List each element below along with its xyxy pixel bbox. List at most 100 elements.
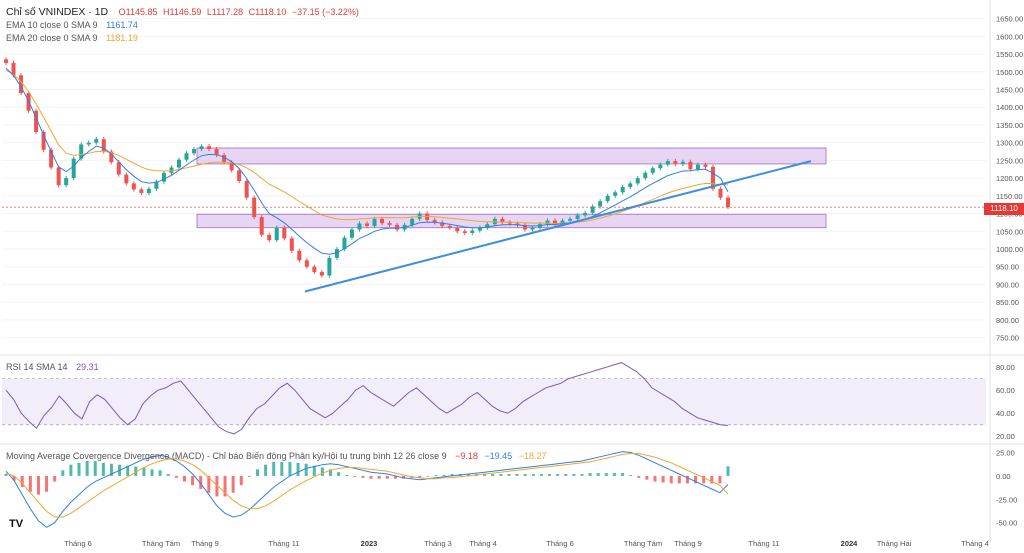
candle-body (470, 230, 475, 234)
price-tick-label: 1650.00 (996, 15, 1023, 24)
ema20-legend[interactable]: EMA 20 close 0 SMA 9 1181.19 (6, 33, 138, 43)
macd-histogram-bar (93, 460, 97, 476)
macd-histogram-bar (612, 473, 616, 476)
candle-body (349, 229, 354, 238)
candle-body (64, 178, 69, 186)
candle-body (319, 272, 324, 276)
candle-body (395, 224, 400, 230)
candle-body (650, 168, 655, 173)
price-tick-label: 1500.00 (996, 68, 1023, 77)
price-tick-label: 1550.00 (996, 50, 1023, 59)
candle-body (94, 139, 99, 143)
x-tick-label: Tháng 6 (64, 539, 92, 548)
candle-body (312, 266, 317, 273)
ema10-line (5, 67, 729, 255)
ema10-value: 1161.74 (106, 20, 138, 30)
rsi-line (5, 362, 729, 435)
candle-body (184, 153, 189, 160)
macd-histogram-bar (661, 475, 665, 483)
candle-body (673, 161, 678, 164)
price-tick-label: 1050.00 (996, 227, 1023, 236)
macd-tick-label: -50.00 (996, 519, 1017, 528)
candle-body (101, 139, 106, 152)
price-tick-label: 1300.00 (996, 139, 1023, 148)
macd-histogram-bar (418, 475, 422, 478)
price-tick-label: 1200.00 (996, 174, 1023, 183)
macd-histogram-bar (264, 464, 268, 476)
candle-body (658, 164, 663, 169)
candle-body (282, 227, 287, 239)
price-tick-label: 1000.00 (996, 245, 1023, 254)
macd-pane (4, 451, 730, 528)
price-tick-label: 1400.00 (996, 103, 1023, 112)
candle-body (86, 142, 91, 145)
candle-body (342, 237, 347, 249)
candle-body (19, 75, 24, 94)
x-tick-label: Tháng 3 (424, 539, 452, 548)
macd-histogram-bar (247, 475, 251, 477)
macd-signal-line (5, 453, 729, 518)
candle-body (56, 167, 61, 186)
macd-histogram-bar (20, 475, 24, 488)
x-tick-label: Tháng 9 (674, 539, 702, 548)
candle-body (583, 212, 588, 216)
x-tick-label: Tháng Tám (624, 539, 662, 548)
candle-body (4, 59, 8, 63)
candle-body (507, 222, 512, 224)
candle-body (477, 227, 482, 231)
macd-histogram-bar (182, 475, 186, 482)
ohlc-high: H1146.59 (163, 7, 202, 17)
candle-body (169, 167, 174, 173)
candle-body (447, 225, 452, 228)
macd-histogram-bar (596, 473, 600, 476)
symbol-title[interactable]: Chỉ số VNINDEX · 1D (6, 6, 109, 18)
macd-histogram-bar (158, 470, 162, 476)
macd-histogram-bar (694, 475, 698, 484)
macd-histogram-bar (702, 475, 706, 484)
x-tick-label: 2024 (841, 539, 859, 548)
candle-body (79, 144, 84, 159)
rsi-value: 29.31 (76, 362, 99, 372)
macd-histogram-bar (12, 475, 16, 481)
candle-body (485, 224, 490, 228)
macd-histogram-bar (134, 466, 138, 476)
macd-histogram-bar (426, 475, 430, 477)
candle-body (289, 238, 294, 251)
tradingview-logo[interactable]: TV (9, 518, 24, 530)
candle-body (176, 159, 181, 168)
candle-body (41, 132, 46, 150)
macd-histogram-bar (726, 466, 730, 476)
macd-histogram-bar (515, 474, 519, 476)
price-tick-label: 800.00 (996, 316, 1019, 325)
x-tick-label: Tháng Hai (877, 539, 912, 548)
candle-body (590, 206, 595, 213)
ohlc-close: C1118.10 (248, 7, 287, 17)
candle-body (372, 218, 377, 226)
macd-histogram-bar (588, 473, 592, 476)
candle-body (161, 172, 166, 182)
rsi-legend[interactable]: RSI 14 SMA 14 29.31 (6, 362, 99, 372)
macd-legend[interactable]: Moving Average Covergence Divergence (MA… (6, 451, 546, 461)
price-tick-label: 900.00 (996, 280, 1019, 289)
candle-body (199, 146, 204, 150)
ema10-legend[interactable]: EMA 10 close 0 SMA 9 1161.74 (6, 20, 138, 30)
candle-body (327, 257, 332, 276)
candle-body (718, 188, 723, 198)
macd-hist-value: −9.18 (455, 451, 478, 461)
macd-line (5, 451, 729, 528)
candle-body (154, 181, 159, 189)
candle-body (628, 183, 633, 187)
candle-body (410, 218, 415, 225)
candle-body (131, 183, 136, 190)
macd-histogram-bar (150, 469, 154, 476)
macd-histogram-bar (4, 474, 8, 476)
macd-histogram-bar (312, 465, 316, 476)
macd-histogram-bar (499, 474, 503, 476)
macd-histogram-bar (621, 473, 625, 476)
candle-body (334, 248, 339, 258)
candle-body (515, 223, 520, 225)
candle-body (109, 151, 114, 163)
macd-histogram-bar (669, 475, 673, 484)
candle-body (267, 234, 272, 241)
